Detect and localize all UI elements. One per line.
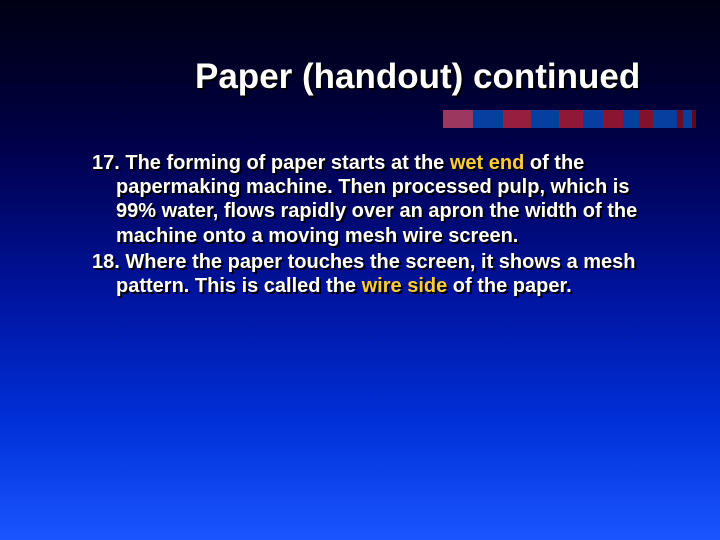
decor-square [443,110,473,128]
decor-square [503,110,531,128]
decor-square [531,110,559,128]
item-text: The forming of paper starts at the [125,152,449,174]
decor-square [559,110,583,128]
slide-title: Paper (handout) continued [195,58,680,97]
decor-square [623,110,639,128]
highlight-text: wet end [450,152,524,174]
decor-square [665,110,677,128]
decor-square [583,110,603,128]
title-area: Paper (handout) continued [0,0,720,97]
list-item: 17. The forming of paper starts at the w… [92,151,650,249]
decor-squares [443,110,696,128]
decor-square [692,110,696,128]
item-text: of the paper. [447,275,571,297]
item-number: 18. [92,251,125,273]
slide: Paper (handout) continued 17. The formin… [0,0,720,540]
item-number: 17. [92,152,125,174]
list-item: 18. Where the paper touches the screen, … [92,250,650,299]
decor-square [639,110,653,128]
decor-square [473,110,503,128]
decor-square [603,110,623,128]
decor-square [653,110,665,128]
highlight-text: wire side [362,275,448,297]
